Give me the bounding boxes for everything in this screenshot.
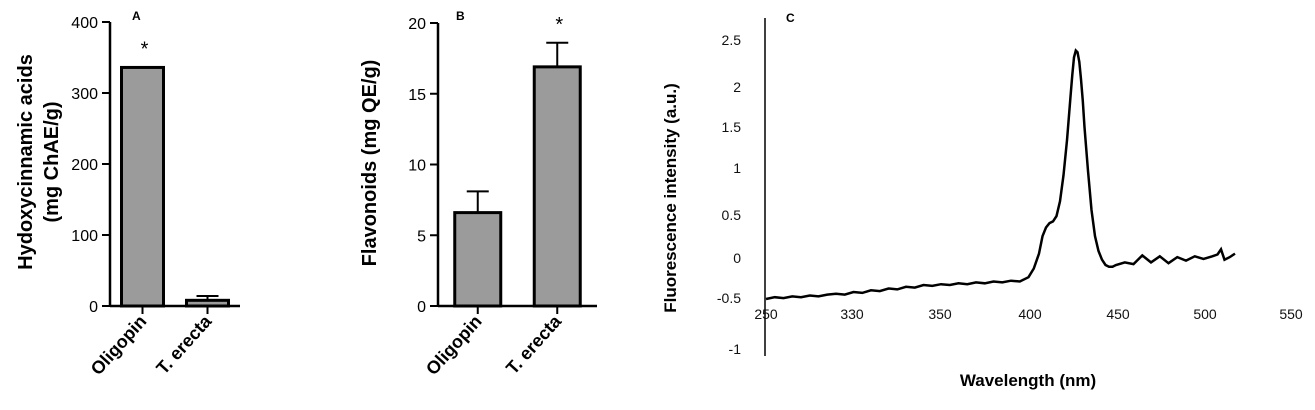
bar-1 (532, 65, 582, 308)
y-tick-label: 2 (733, 79, 741, 95)
y-tick-label: 20 (408, 16, 426, 33)
y-tick-label: 400 (71, 15, 98, 32)
x-tick-label: 500 (1193, 306, 1217, 322)
category-label: Oligopin (87, 311, 151, 379)
x-tick-label: 330 (840, 306, 864, 322)
y-tick-label: -1 (729, 341, 742, 357)
bar-0 (120, 65, 165, 308)
y-tick-label: 1.5 (722, 119, 742, 135)
panel-b: B Flavonoids (mg QE/g) 0 5 10 15 20 Oligopin T… (359, 9, 597, 379)
category-label: Oligopin (422, 311, 486, 379)
y-tick-label: 15 (408, 87, 426, 104)
panel-c-label: C (786, 11, 795, 25)
y-tick-label: 10 (408, 158, 426, 175)
panel-a-label: A (132, 9, 141, 23)
y-tick-label: 300 (71, 86, 98, 103)
panel-c-axes: 2.5 2 1.5 1 0.5 0 -0.5 -1 250 330 350 400 450 500 550 (717, 18, 1303, 357)
x-tick-label: 400 (1018, 306, 1042, 322)
spectrum-line (765, 48, 1236, 301)
panel-c-plot (765, 48, 1236, 301)
y-tick-label: 100 (71, 228, 98, 245)
y-tick-label: 0.5 (722, 207, 742, 223)
y-tick-label: 0 (89, 299, 98, 316)
panel-a-ylabel-line1: Hydoxycinnamic acids (15, 54, 37, 270)
y-tick-label: -0.5 (717, 290, 741, 306)
panel-a-bars: * (120, 38, 230, 308)
y-tick-label: 5 (417, 228, 426, 245)
x-tick-label: 450 (1106, 306, 1130, 322)
category-label: T. erecta (502, 311, 566, 379)
panel-c-ylabel: Fluorescence intensity (a.u.) (661, 83, 680, 313)
panel-b-ylabel: Flavonoids (mg QE/g) (359, 60, 381, 267)
panel-b-label: B (456, 9, 465, 23)
bar-1 (185, 298, 230, 308)
significance-star-0: * (141, 38, 149, 60)
x-tick-label: 250 (754, 306, 778, 322)
y-tick-label: 1 (733, 160, 741, 176)
panel-b-bars: * (453, 14, 582, 308)
y-tick-label: 0 (417, 299, 426, 316)
bar-0 (453, 211, 503, 308)
y-tick-label: 200 (71, 157, 98, 174)
category-label: T. erecta (152, 311, 216, 379)
panel-a: A Hydoxycinnamic acids (mg ChAE/g) 0 100 2… (15, 9, 240, 379)
x-tick-label: 350 (928, 306, 952, 322)
panel-c-xlabel: Wavelength (nm) (960, 371, 1096, 390)
significance-star-1: * (555, 14, 563, 36)
panel-a-ylabel-line2: (mg ChAE/g) (41, 101, 63, 222)
y-tick-label: 2.5 (722, 32, 742, 48)
x-tick-label: 550 (1279, 306, 1303, 322)
panel-c: C Fluorescence intensity (a.u.) Waveleng… (661, 11, 1303, 390)
y-tick-label: 0 (733, 250, 741, 266)
